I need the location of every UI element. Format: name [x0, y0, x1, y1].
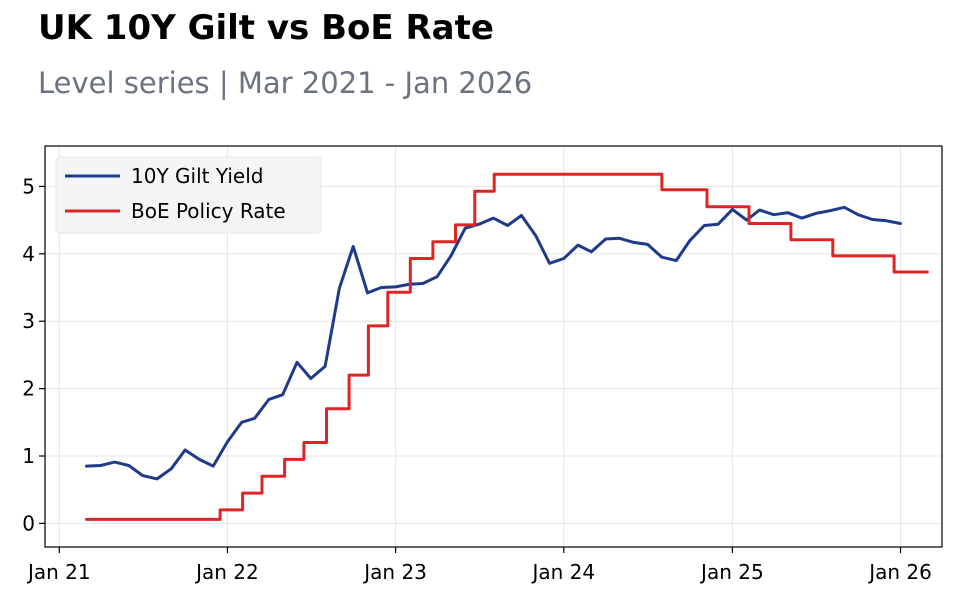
axes: 0 1 2 3 4 5 Jan 21 Jan 22 Jan 23 Jan 24 Jan 25 Jan … — [22, 174, 932, 584]
chart-subtitle: Level series | Mar 2021 - Jan 2026 — [38, 66, 533, 100]
x-tick-label: Jan 21 — [26, 560, 91, 584]
y-tick-label: 2 — [22, 377, 35, 401]
y-tick-label: 4 — [22, 242, 35, 266]
legend-entry: BoE Policy Rate — [131, 199, 286, 223]
plot-area-frame — [44, 145, 943, 548]
y-tick-label: 5 — [22, 174, 35, 198]
series-layer — [85, 172, 929, 521]
legend: 10Y Gilt Yield BoE Policy Rate — [55, 156, 322, 234]
series-line-boe-rate — [85, 172, 929, 521]
x-tick-label: Jan 25 — [699, 560, 764, 584]
x-tick-label: Jan 23 — [362, 560, 427, 584]
y-tick-label: 1 — [22, 444, 35, 468]
x-tick-label: Jan 26 — [867, 560, 932, 584]
x-tick-label: Jan 22 — [194, 560, 259, 584]
y-tick-label: 0 — [22, 511, 35, 535]
y-tick-label: 3 — [22, 309, 35, 333]
chart-title: UK 10Y Gilt vs BoE Rate — [38, 8, 494, 48]
series-line-gilt-yield — [85, 205, 902, 481]
legend-entry: 10Y Gilt Yield — [131, 164, 263, 188]
legend-box — [55, 156, 322, 234]
x-tick-label: Jan 24 — [530, 560, 595, 584]
